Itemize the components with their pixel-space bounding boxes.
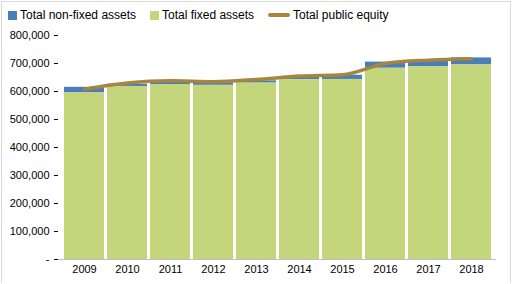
- svg-text:600,000: 600,000: [10, 85, 50, 97]
- svg-text:2011: 2011: [159, 263, 183, 275]
- svg-text:700,000: 700,000: [10, 57, 50, 69]
- svg-text:2012: 2012: [201, 263, 225, 275]
- svg-text:2017: 2017: [416, 263, 440, 275]
- html-text:Total public equity: Total public equity: [293, 8, 389, 22]
- svg-text:100,000: 100,000: [10, 225, 50, 237]
- svg-text:2018: 2018: [459, 263, 483, 275]
- html-text:Total fixed assets: Total fixed assets: [162, 8, 255, 22]
- svg-text:-: -: [46, 253, 50, 265]
- svg-text:400,000: 400,000: [10, 141, 50, 153]
- svg-text:200,000: 200,000: [10, 197, 50, 209]
- svg-text:2009: 2009: [72, 263, 96, 275]
- html-text:Total non-fixed assets: Total non-fixed assets: [20, 8, 137, 22]
- svg-text:300,000: 300,000: [10, 169, 50, 181]
- svg-text:2015: 2015: [330, 263, 354, 275]
- svg-text:2013: 2013: [244, 263, 268, 275]
- svg-text:500,000: 500,000: [10, 113, 50, 125]
- svg-text:2014: 2014: [287, 263, 311, 275]
- svg-text:2016: 2016: [373, 263, 397, 275]
- svg-text:800,000: 800,000: [10, 29, 50, 41]
- svg-text:2010: 2010: [115, 263, 139, 275]
